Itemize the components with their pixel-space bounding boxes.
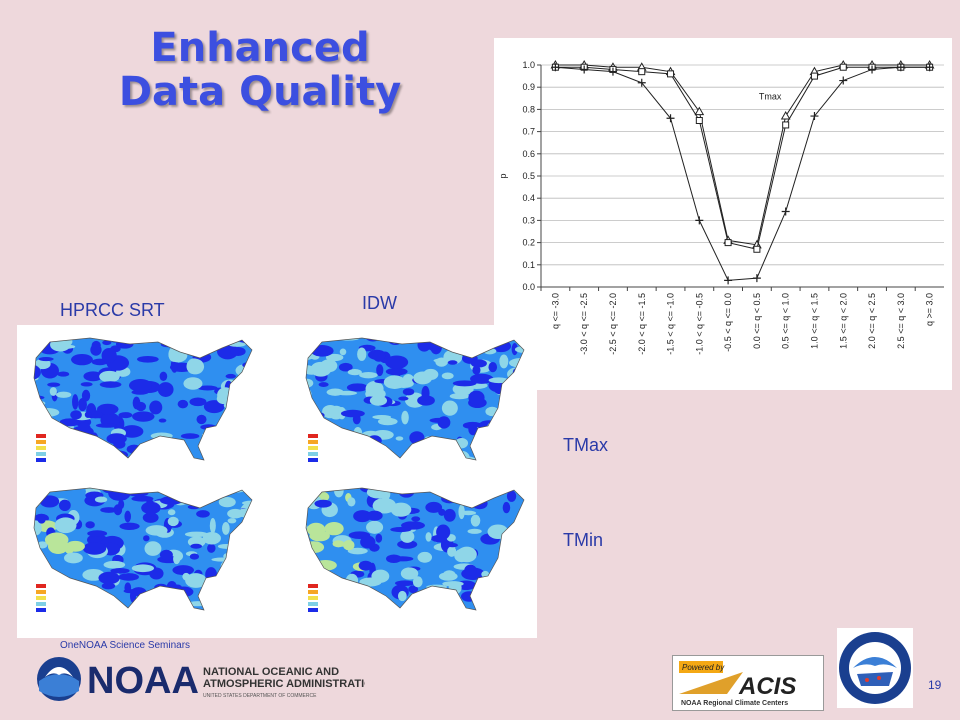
y-axis-label: p bbox=[498, 173, 508, 178]
footer-text: OneNOAA Science Seminars bbox=[60, 640, 191, 651]
y-tick-label: 0.4 bbox=[522, 193, 535, 203]
series-line bbox=[555, 66, 930, 281]
x-tick-label: q >= 3.0 bbox=[925, 293, 935, 326]
data-point bbox=[724, 239, 732, 247]
data-point bbox=[868, 65, 877, 74]
data-point bbox=[780, 111, 791, 120]
x-tick-label: -3.0 < q <= -2.5 bbox=[579, 293, 589, 355]
data-point bbox=[608, 67, 617, 76]
x-tick-label: -1.5 < q <= -1.0 bbox=[666, 293, 676, 355]
x-tick-label: -2.0 < q <= -1.5 bbox=[637, 293, 647, 355]
data-point bbox=[666, 114, 675, 123]
map-hprcc-srt-tmax bbox=[33, 337, 253, 462]
label-idw: IDW bbox=[362, 293, 397, 313]
acis-sub: NOAA Regional Climate Centers bbox=[681, 700, 788, 707]
data-point bbox=[637, 78, 646, 87]
y-tick-label: 0.7 bbox=[522, 127, 535, 137]
data-point bbox=[724, 276, 733, 285]
y-tick-label: 0.3 bbox=[522, 215, 535, 225]
data-point bbox=[839, 76, 848, 85]
acis-powered-text: Powered by bbox=[682, 663, 725, 672]
acis-name: ACIS bbox=[738, 673, 796, 700]
noaa-line3: UNITED STATES DEPARTMENT OF COMMERCE bbox=[203, 693, 317, 699]
y-tick-label: 1.0 bbox=[522, 60, 535, 70]
acis-swoosh-icon bbox=[679, 672, 743, 694]
probability-chart: 0.0 0.1 0.2 0.3 0.4 0.5 0.6 0.7 0.8 0.9 1.0 p Tmax q … bbox=[498, 59, 944, 355]
x-tick-label: -1.0 < q <= -0.5 bbox=[694, 293, 704, 355]
x-tick-label: 1.0 <= q < 1.5 bbox=[809, 293, 819, 349]
x-tick-label: 0.5 <= q < 1.0 bbox=[781, 293, 791, 349]
map-idw-tmax bbox=[305, 337, 525, 462]
data-point bbox=[667, 70, 675, 78]
x-tick-label: 0.0 <= q < 0.5 bbox=[752, 293, 762, 349]
map-hprcc-srt-tmin bbox=[33, 487, 253, 612]
x-tick-label: -2.5 < q <= -2.0 bbox=[608, 293, 618, 355]
noaa-wordmark: NOAA bbox=[87, 660, 199, 702]
data-point bbox=[925, 63, 934, 72]
page-number: 19 bbox=[928, 678, 942, 692]
noaa-emblem-icon: NOAA NATIONAL OCEANIC AND ATMOSPHERIC AD… bbox=[37, 657, 381, 702]
data-point bbox=[810, 72, 818, 80]
data-point bbox=[810, 112, 819, 121]
data-point bbox=[839, 63, 847, 71]
label-hprcc-srt: HPRCC SRT bbox=[60, 300, 165, 320]
y-tick-label: 0.5 bbox=[522, 171, 535, 181]
slide-title-line2: Data Quality bbox=[118, 69, 402, 115]
x-tick-label: 1.5 <= q < 2.0 bbox=[838, 293, 848, 349]
comparison-maps-panel bbox=[17, 325, 537, 638]
y-tick-label: 0.6 bbox=[522, 149, 535, 159]
data-point bbox=[896, 63, 905, 72]
data-point bbox=[695, 117, 703, 124]
data-point bbox=[782, 121, 790, 129]
noaa-logo: NOAA NATIONAL OCEANIC AND ATMOSPHERIC AD… bbox=[35, 655, 381, 705]
data-point bbox=[695, 216, 704, 225]
x-tick-label: 2.0 <= q < 2.5 bbox=[867, 293, 877, 349]
label-tmin: TMin bbox=[563, 530, 603, 550]
y-tick-label: 0.2 bbox=[522, 238, 535, 248]
data-point bbox=[551, 63, 560, 72]
slide-title-line1: Enhanced bbox=[150, 25, 370, 71]
series-line bbox=[555, 66, 930, 250]
x-tick-label: 2.5 <= q < 3.0 bbox=[896, 293, 906, 349]
probability-chart-panel: 0.0 0.1 0.2 0.3 0.4 0.5 0.6 0.7 0.8 0.9 1.0 p Tmax q … bbox=[494, 38, 952, 390]
chart-annotation: Tmax bbox=[759, 91, 782, 101]
y-tick-label: 0.8 bbox=[522, 104, 535, 114]
slide-title: Enhanced Data Quality bbox=[60, 26, 460, 114]
y-tick-label: 0.1 bbox=[522, 260, 535, 270]
data-point bbox=[694, 106, 705, 116]
noaa-line2: ATMOSPHERIC ADMINISTRATION bbox=[203, 678, 365, 690]
x-tick-label: q <= -3.0 bbox=[550, 293, 560, 329]
y-tick-label: 0.0 bbox=[522, 282, 535, 292]
acis-logo: Powered by ACIS NOAA Regional Climate Ce… bbox=[672, 655, 824, 711]
rcc-seal-icon bbox=[839, 632, 911, 704]
y-tick-label: 0.9 bbox=[522, 82, 535, 92]
data-point bbox=[580, 65, 589, 74]
x-tick-label: -0.5 < q <= 0.0 bbox=[723, 293, 733, 352]
data-point bbox=[752, 274, 761, 283]
data-point bbox=[781, 207, 790, 216]
label-tmax: TMax bbox=[563, 435, 608, 455]
series-line bbox=[555, 64, 930, 246]
noaa-line1: NATIONAL OCEANIC AND bbox=[203, 666, 339, 678]
data-point bbox=[638, 68, 646, 76]
regional-climate-centers-logo bbox=[837, 628, 913, 708]
data-point bbox=[753, 245, 761, 253]
map-idw-tmin bbox=[305, 487, 525, 612]
